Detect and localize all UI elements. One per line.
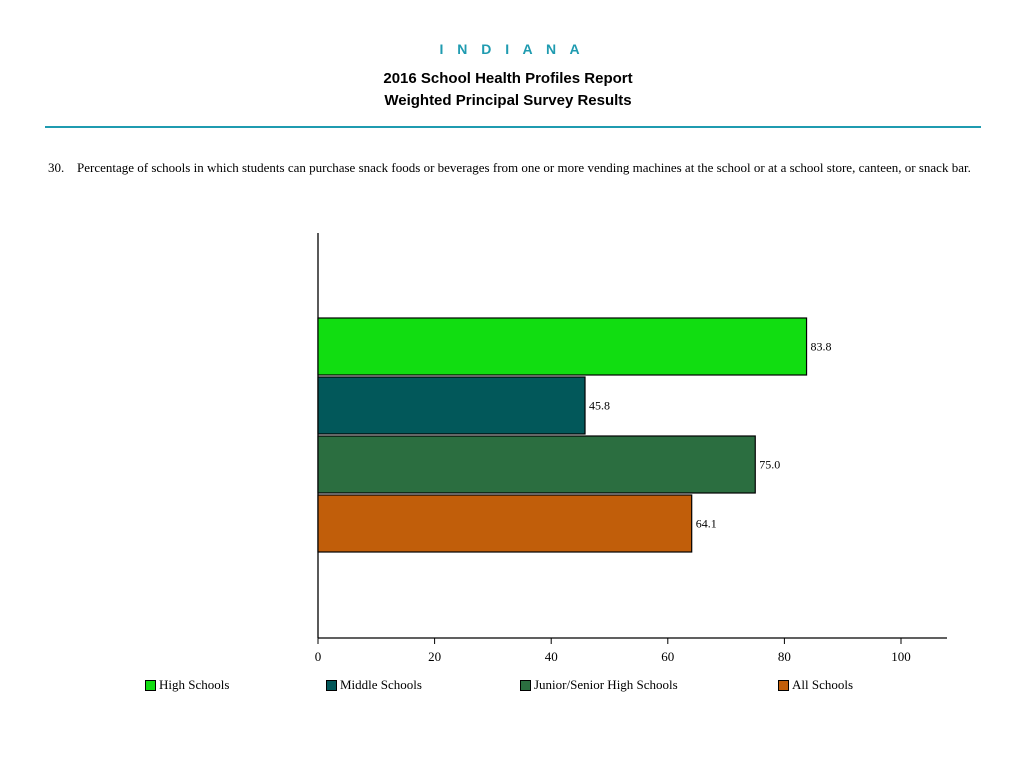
bar — [317, 435, 756, 494]
legend-swatch — [326, 679, 337, 691]
legend-label: All Schools — [792, 677, 854, 692]
state-name: I N D I A N A — [439, 41, 585, 57]
legend-item: All Schools — [778, 677, 853, 693]
legend-swatch — [145, 679, 156, 691]
report-title: 2016 School Health Profiles Report — [383, 70, 633, 87]
legend-label: Junior/Senior High Schools — [534, 677, 678, 692]
x-tick-label: 100 — [891, 649, 911, 664]
bar-value-label: 75.0 — [759, 458, 780, 472]
bar — [317, 494, 693, 553]
bar-value-label: 45.8 — [589, 399, 610, 413]
x-tick-label: 20 — [428, 649, 441, 664]
legend-label: Middle Schools — [340, 677, 422, 692]
bar — [317, 376, 586, 435]
legend-item: High Schools — [145, 677, 229, 693]
legend-label: High Schools — [159, 677, 230, 692]
legend-swatch — [520, 679, 531, 691]
x-tick-label: 40 — [545, 649, 558, 664]
bar-value-label: 64.1 — [696, 517, 717, 531]
legend-swatch — [778, 679, 789, 691]
x-tick-label: 80 — [778, 649, 791, 664]
header-divider — [45, 126, 981, 128]
bar-value-label: 83.8 — [811, 340, 832, 354]
question-text: Percentage of schools in which students … — [77, 160, 971, 175]
legend-item: Middle Schools — [326, 677, 422, 693]
x-tick-label: 60 — [661, 649, 674, 664]
question-number: 30. — [48, 160, 65, 175]
legend-item: Junior/Senior High Schools — [520, 677, 678, 693]
x-tick-label: 0 — [315, 649, 322, 664]
bar — [317, 317, 808, 376]
report-subtitle: Weighted Principal Survey Results — [384, 92, 632, 109]
